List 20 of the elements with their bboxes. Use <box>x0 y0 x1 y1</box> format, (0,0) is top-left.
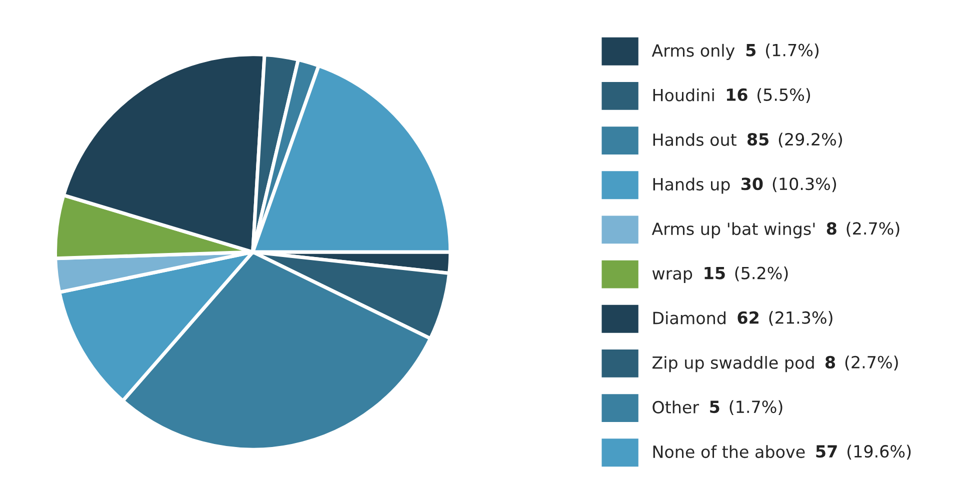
legend-label: Other <box>652 400 700 414</box>
data-label: 62 (21.3%) <box>738 311 832 326</box>
legend-label: Arms only <box>652 44 735 60</box>
data-label: 30 (10.3%) <box>741 177 836 192</box>
data-label: 5 (1.7%) <box>710 400 782 416</box>
legend-label: Arms up 'bat wings' <box>652 222 815 238</box>
legend-label: None of the above <box>653 445 805 458</box>
data-label: 16 (5.5%) <box>726 88 810 103</box>
legend-label: Hands out <box>653 133 736 146</box>
legend-label: Hands up <box>653 178 730 194</box>
legend-label: Diamond <box>653 311 726 324</box>
data-label: 85 (29.2%) <box>747 132 842 148</box>
data-label: 8 (2.7%) <box>826 222 900 237</box>
legend-label: wrap <box>652 270 692 283</box>
legend-label: Zip up swaddle pod <box>652 356 814 372</box>
data-label: 5 (1.7%) <box>746 44 818 58</box>
data-label: 57 (19.6%) <box>816 444 911 460</box>
data-label: 15 (5.2%) <box>704 266 788 282</box>
data-label: 8 (2.7%) <box>825 356 898 370</box>
legend-label: Houdini <box>653 88 714 102</box>
